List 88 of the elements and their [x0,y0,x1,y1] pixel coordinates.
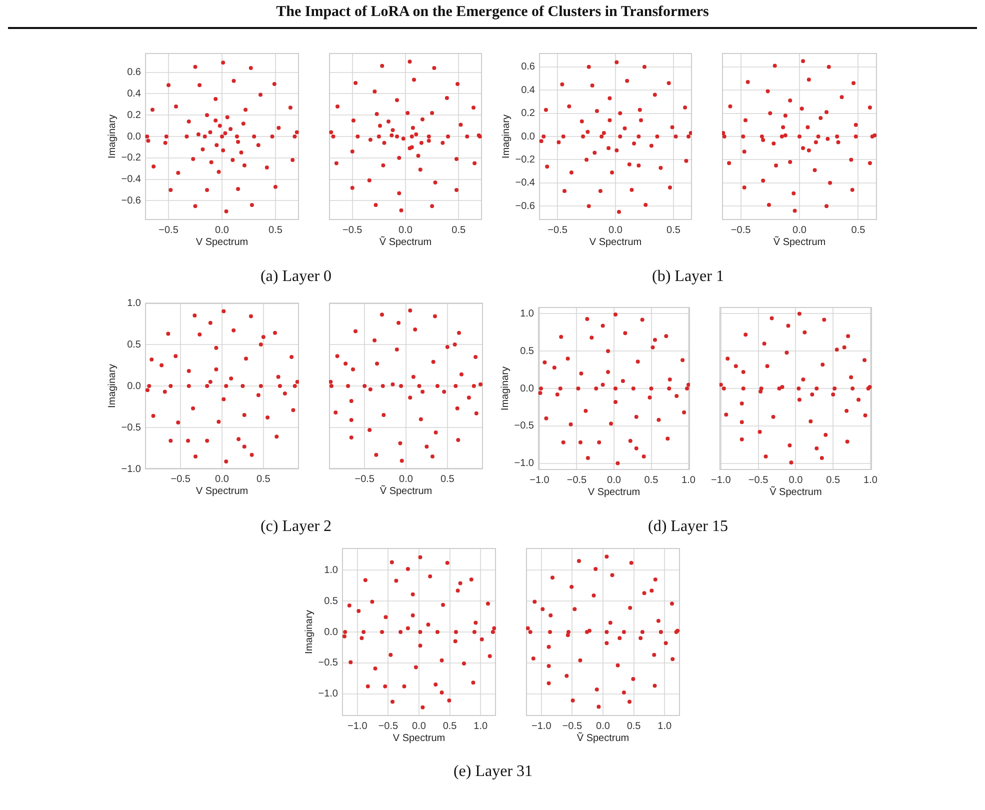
x-tick-label: 0.0 [792,224,807,236]
y-tick-label: −0.2 [121,152,142,164]
x-axis-title: V Spectrum [588,486,640,498]
y-tick-label: 1.0 [324,564,338,576]
y-tick-label: 0.6 [127,67,142,78]
y-tick-label: −1.0 [514,458,534,470]
x-tick-label: 0.5 [851,224,866,236]
x-tick-label: −0.5 [342,224,363,236]
y-tick-label: −0.6 [121,195,142,206]
y-tick-label: −0.5 [514,420,534,432]
x-axis-title: Ṽ Spectrum [379,236,432,248]
x-axis-title: V Spectrum [196,486,248,497]
x-tick-label: 0.0 [215,474,230,485]
x-tick-label: 0.5 [268,224,283,236]
y-tick-label: 1.0 [127,298,142,309]
y-axis-title: Imaginary [304,610,315,654]
x-tick-label: 0.0 [412,720,426,732]
text: (c) Layer 2 [260,518,332,536]
text: The Impact of LoRA on the Emergence of Clusters in Transformers [276,4,709,20]
x-tick-label: −0.5 [378,720,399,732]
y-tick-label: 0.0 [521,131,536,142]
x-tick-label: −0.5 [354,474,375,485]
text: (b) Layer 1 [652,268,724,286]
x-tick-label: 0.5 [626,720,642,732]
x-tick-label: 0.0 [399,474,414,485]
x-tick-label: 0.5 [452,224,466,236]
y-tick-label: −1.0 [318,688,338,700]
y-tick-label: 0.2 [127,110,142,121]
x-tick-label: 0.0 [608,224,623,236]
x-tick-label: 0.5 [666,224,681,236]
x-tick-label: 0.5 [644,474,659,486]
y-tick-label: 0.5 [127,339,142,350]
text: (e) Layer 31 [453,763,533,781]
y-tick-label: 0.4 [127,88,142,100]
y-tick-label: −0.6 [515,200,536,212]
text: (d) Layer 15 [648,518,728,536]
y-tick-label: 0.5 [324,596,338,607]
y-tick-label: −0.4 [515,178,536,189]
x-tick-label: −0.5 [562,720,583,732]
y-tick-label: 0.4 [521,84,536,96]
x-axis-title: Ṽ Spectrum [769,486,822,498]
x-tick-label: 0.5 [440,474,455,485]
x-axis-title: Ṽ Spectrum [773,236,826,248]
y-axis-title: Imaginary [106,114,118,158]
y-tick-label: 0.0 [127,380,142,392]
x-tick-label: −0.5 [748,474,768,486]
y-tick-label: 0.2 [521,108,536,120]
x-tick-label: −0.5 [548,224,568,236]
x-tick-label: −0.5 [158,224,179,236]
x-tick-label: 0.0 [215,224,230,236]
x-tick-label: −1.0 [710,474,731,486]
y-tick-label: −0.5 [318,658,338,669]
y-axis-title: Imaginary [500,366,511,410]
x-tick-label: −0.5 [730,224,752,236]
x-tick-label: 1.0 [474,720,488,732]
x-tick-label: 1.0 [682,474,696,486]
y-tick-label: 0.0 [324,626,338,638]
y-tick-label: 0.0 [127,131,142,142]
y-tick-label: 0.0 [520,383,534,394]
x-tick-label: 0.5 [256,474,271,485]
x-tick-label: 0.0 [596,720,610,732]
x-tick-label: 0.0 [607,474,622,486]
x-tick-label: 0.5 [442,720,458,732]
text: (a) Layer 0 [260,268,332,286]
y-tick-label: 0.6 [521,62,536,73]
y-tick-label: 1.0 [520,308,534,320]
y-tick-label: 0.5 [520,346,534,357]
x-axis-title: Ṽ Spectrum [380,484,432,497]
x-tick-label: 0.0 [788,474,803,486]
x-tick-label: 0.0 [398,224,413,236]
x-tick-label: 1.0 [863,474,878,486]
x-axis-title: V Spectrum [589,236,642,248]
x-tick-label: 1.0 [658,720,672,732]
x-tick-label: −0.5 [170,474,191,485]
x-tick-label: −0.5 [566,474,588,486]
y-tick-label: −0.5 [121,422,142,434]
x-tick-label: −1.0 [530,474,550,486]
y-tick-label: −0.4 [121,174,142,186]
x-axis-title: Ṽ Spectrum [576,732,630,744]
x-axis-title: V Spectrum [196,236,248,248]
y-tick-label: −0.2 [515,154,536,166]
x-tick-label: −1.0 [532,720,552,732]
x-tick-label: −1.0 [348,720,368,732]
y-axis-title: Imaginary [500,114,512,158]
x-axis-title: V Spectrum [392,732,446,744]
x-tick-label: 0.5 [826,474,840,486]
y-tick-label: −1.0 [121,464,142,475]
y-axis-title: Imaginary [106,364,118,408]
